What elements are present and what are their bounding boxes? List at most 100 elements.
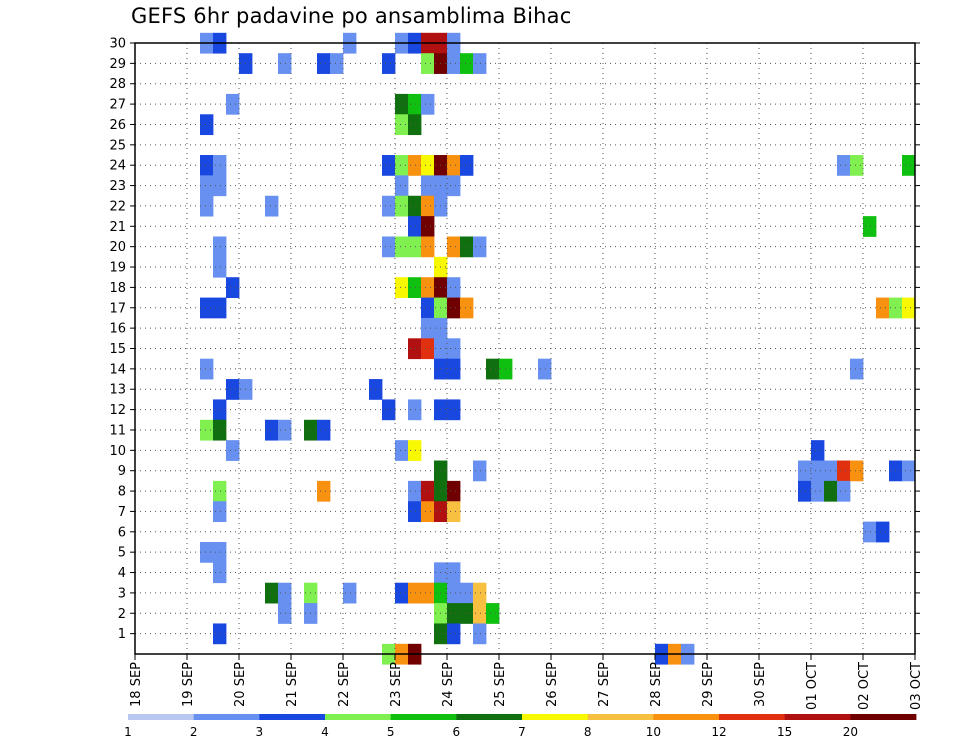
precip-cell: [460, 582, 474, 604]
precip-cell: [447, 338, 461, 360]
y-tick-label: 23: [109, 179, 126, 194]
precip-cell: [395, 236, 409, 258]
precip-cell: [837, 460, 851, 482]
colorbar-label: 8: [584, 725, 592, 739]
precip-cell: [408, 155, 422, 176]
y-tick-label: 16: [109, 322, 126, 337]
precip-cell: [460, 297, 474, 319]
y-tick-label: 3: [118, 586, 126, 601]
precip-cell: [408, 338, 422, 360]
precip-cell: [421, 501, 435, 523]
precip-cell: [200, 358, 214, 380]
y-tick-label: 4: [118, 566, 126, 581]
precip-cell: [473, 603, 487, 624]
precip-cell: [421, 480, 435, 502]
precip-cell: [421, 175, 435, 197]
y-tick-label: 10: [109, 444, 126, 459]
precip-cell: [421, 338, 435, 360]
precip-cell: [447, 236, 461, 258]
precip-cell: [902, 460, 916, 482]
y-tick-label: 1: [118, 627, 126, 642]
precip-cell: [226, 440, 240, 461]
precip-cell: [200, 155, 214, 176]
precip-cell: [265, 419, 279, 441]
precip-cell: [395, 440, 409, 461]
precip-cell: [902, 155, 916, 176]
precip-cell: [408, 277, 422, 298]
precip-cell: [850, 358, 864, 380]
precip-cell: [447, 358, 461, 380]
x-tick-label: 29 SEP: [701, 662, 716, 707]
precip-cell: [213, 256, 227, 278]
precip-cell: [538, 358, 552, 380]
precip-cell: [460, 155, 474, 176]
precip-cell: [382, 155, 396, 176]
precip-cell: [226, 93, 240, 115]
x-tick-label: 30 SEP: [753, 662, 768, 707]
precip-cell: [798, 460, 812, 482]
precip-cell: [850, 460, 864, 482]
y-tick-label: 29: [109, 57, 126, 72]
precip-cell: [902, 297, 916, 319]
precip-cell: [421, 155, 435, 176]
y-tick-label: 14: [109, 362, 126, 377]
x-tick-label: 18 SEP: [129, 662, 144, 707]
y-tick-label: 25: [109, 138, 126, 153]
precip-cell: [421, 195, 435, 217]
precip-cell: [395, 195, 409, 217]
chart-title: GEFS 6hr padavine po ansamblima Bihac: [131, 4, 572, 28]
precip-cell: [395, 277, 409, 298]
precip-cell: [395, 175, 409, 197]
x-tick-label: 25 SEP: [493, 662, 508, 707]
precip-cell: [200, 114, 214, 136]
precip-cell: [408, 236, 422, 258]
precip-cell: [200, 195, 214, 217]
precip-cell: [447, 399, 461, 421]
colorbar-label: 6: [453, 725, 461, 739]
x-tick-label: 20 SEP: [233, 662, 248, 707]
precip-cell: [447, 562, 461, 584]
precip-cell: [213, 480, 227, 502]
y-tick-label: 11: [109, 423, 126, 438]
precip-cell: [278, 603, 292, 624]
colorbar-label: 12: [711, 725, 726, 739]
precip-cell: [200, 419, 214, 441]
colorbar-label: 1: [124, 725, 132, 739]
precip-cell: [395, 93, 409, 115]
precip-cell: [226, 277, 240, 298]
precip-cell: [447, 53, 461, 74]
colorbar-swatch: [193, 714, 260, 720]
precip-cell: [837, 480, 851, 502]
precip-cell: [811, 480, 825, 502]
precip-cell: [447, 297, 461, 319]
precip-cell: [473, 582, 487, 604]
colorbar-label: 5: [387, 725, 395, 739]
colorbar-swatch: [587, 714, 654, 720]
precip-cell: [382, 236, 396, 258]
x-tick-label: 01 OCT: [805, 662, 820, 710]
y-tick-label: 5: [118, 546, 126, 561]
precip-cell: [200, 297, 214, 319]
colorbar-swatch: [128, 714, 195, 720]
precip-cell: [317, 480, 331, 502]
colorbar-label: 3: [256, 725, 264, 739]
y-tick-label: 28: [109, 77, 126, 92]
precip-cell: [486, 603, 500, 624]
precip-cell: [317, 419, 331, 441]
precip-cell: [395, 155, 409, 176]
colorbar-label: 20: [843, 725, 858, 739]
precip-cell: [213, 236, 227, 258]
precip-cell: [213, 399, 227, 421]
precip-cell: [447, 155, 461, 176]
precip-cell: [447, 603, 461, 624]
precip-cell: [213, 562, 227, 584]
y-tick-label: 30: [109, 37, 126, 52]
precip-cell: [811, 460, 825, 482]
y-tick-label: 19: [109, 261, 126, 276]
colorbar-swatch: [456, 714, 523, 720]
precip-cell: [408, 195, 422, 217]
x-tick-label: 19 SEP: [181, 662, 196, 707]
precip-cell: [408, 480, 422, 502]
precip-cell: [876, 521, 890, 543]
x-tick-label: 23 SEP: [389, 662, 404, 707]
